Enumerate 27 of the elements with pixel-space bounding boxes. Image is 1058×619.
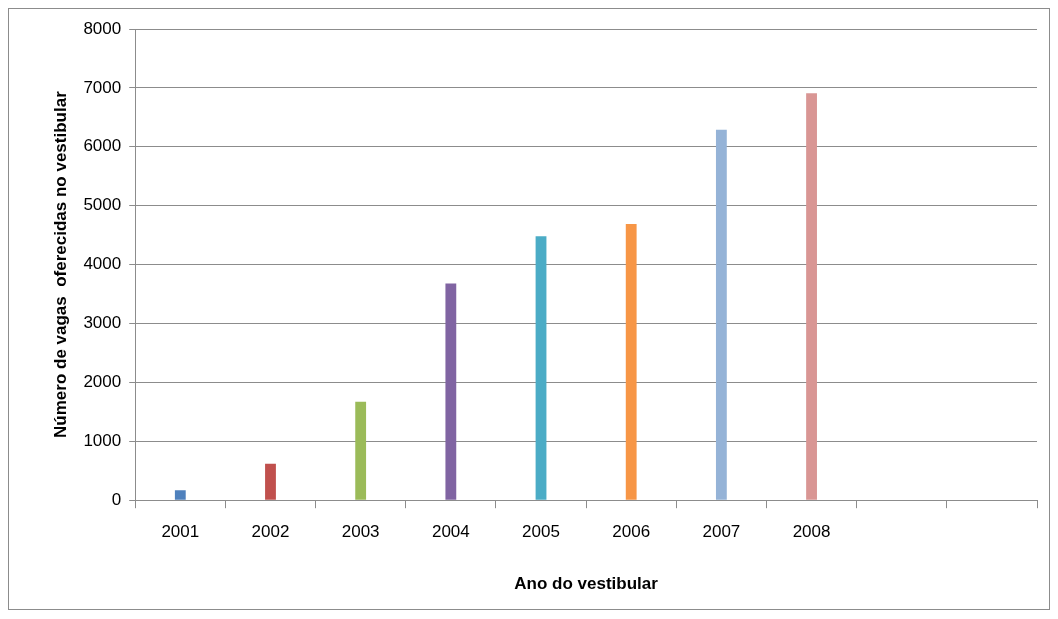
- x-tick-label: 2008: [792, 522, 831, 542]
- y-tick-label: 1000: [83, 430, 122, 450]
- y-tick-label: 6000: [83, 136, 122, 156]
- x-tick-label: 2002: [251, 522, 290, 542]
- x-tick-label: 2006: [612, 522, 651, 542]
- y-tick-label: 0: [111, 489, 122, 509]
- x-tick-label: 2007: [702, 522, 741, 542]
- y-tick-label: 3000: [83, 313, 122, 333]
- y-tick-label: 4000: [83, 254, 122, 274]
- y-axis-title: Número de vagas oferecidas no vestibular: [50, 90, 70, 438]
- y-tick-label: 7000: [83, 77, 122, 97]
- bar: [625, 223, 637, 500]
- bar: [265, 463, 276, 500]
- y-tick-label: 5000: [83, 195, 122, 215]
- x-tick-label: 2001: [161, 522, 200, 542]
- x-tick-label: 2005: [522, 522, 560, 542]
- y-tick-label: 2000: [83, 372, 122, 392]
- bar: [535, 236, 547, 500]
- bar: [715, 129, 727, 500]
- x-tick-label: 2004: [431, 522, 470, 542]
- x-tick-label: 2003: [341, 522, 380, 542]
- y-tick-label: 8000: [83, 18, 122, 38]
- bar: [806, 93, 817, 500]
- x-axis-title: Ano do vestibular: [514, 574, 659, 594]
- bar: [355, 401, 367, 500]
- bar: [174, 490, 186, 500]
- bar: [445, 283, 457, 500]
